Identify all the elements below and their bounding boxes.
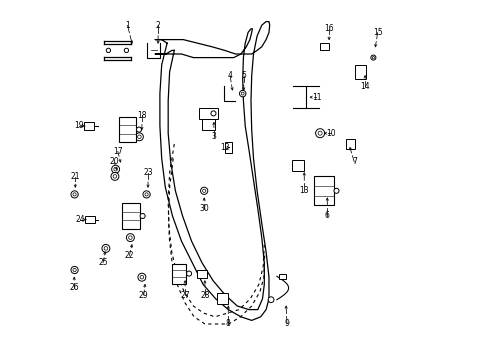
Circle shape (124, 48, 128, 53)
Bar (354, 65, 366, 79)
Circle shape (137, 135, 141, 139)
Text: 19: 19 (74, 122, 83, 130)
Text: 26: 26 (69, 284, 79, 292)
Text: 25: 25 (98, 258, 108, 267)
Circle shape (111, 172, 119, 180)
Text: 20: 20 (109, 157, 119, 166)
Bar (291, 160, 303, 171)
Text: 1: 1 (125, 21, 130, 30)
Circle shape (71, 266, 78, 274)
Text: 8: 8 (225, 320, 230, 328)
Bar (122, 203, 140, 229)
Circle shape (200, 187, 207, 194)
Bar (320, 43, 328, 50)
Circle shape (186, 271, 191, 276)
Circle shape (315, 129, 324, 138)
Bar (224, 142, 231, 153)
Text: 28: 28 (200, 291, 209, 300)
Circle shape (241, 92, 244, 95)
Circle shape (73, 193, 76, 196)
Text: 6: 6 (324, 211, 329, 220)
Text: 12: 12 (220, 143, 229, 152)
Text: 3: 3 (211, 132, 216, 141)
Circle shape (135, 133, 143, 141)
Circle shape (71, 191, 78, 198)
Bar (279, 274, 285, 279)
Bar (313, 176, 333, 205)
Bar (198, 108, 218, 119)
Text: 2: 2 (155, 21, 160, 30)
Text: 23: 23 (143, 168, 153, 177)
Circle shape (138, 273, 145, 281)
Text: 16: 16 (324, 24, 333, 33)
Text: 4: 4 (227, 71, 232, 80)
Bar (84, 122, 94, 130)
Text: 14: 14 (360, 82, 369, 91)
Text: 11: 11 (311, 93, 321, 102)
Circle shape (104, 247, 107, 250)
Circle shape (333, 188, 338, 193)
Circle shape (73, 269, 76, 271)
Circle shape (111, 165, 120, 173)
Circle shape (239, 90, 245, 97)
Circle shape (126, 234, 134, 242)
Text: 9: 9 (284, 320, 289, 328)
Text: 5: 5 (241, 71, 246, 80)
Bar (201, 119, 215, 130)
Circle shape (140, 213, 145, 219)
Circle shape (128, 236, 132, 239)
Circle shape (106, 48, 110, 53)
Bar (346, 139, 354, 149)
Text: 10: 10 (325, 129, 335, 138)
Bar (216, 293, 227, 304)
Circle shape (136, 127, 141, 132)
Circle shape (317, 131, 322, 135)
Circle shape (267, 297, 273, 302)
Text: 30: 30 (199, 204, 209, 213)
Circle shape (370, 55, 375, 60)
Bar (119, 117, 136, 142)
Circle shape (202, 189, 205, 192)
Bar (197, 270, 207, 278)
Text: 17: 17 (113, 147, 122, 156)
Text: 24: 24 (75, 215, 84, 224)
Circle shape (144, 193, 148, 196)
Bar (171, 264, 186, 284)
Circle shape (210, 111, 216, 116)
Text: 7: 7 (351, 157, 356, 166)
Text: 27: 27 (180, 291, 189, 300)
Circle shape (114, 167, 117, 171)
Text: 22: 22 (124, 251, 134, 260)
Text: 29: 29 (139, 291, 148, 300)
Circle shape (102, 244, 110, 252)
Circle shape (142, 191, 150, 198)
Text: 21: 21 (70, 172, 80, 181)
Text: 18: 18 (137, 111, 146, 120)
Text: 15: 15 (372, 28, 382, 37)
Circle shape (371, 57, 374, 59)
Bar (84, 216, 95, 223)
Text: 13: 13 (299, 186, 308, 195)
Circle shape (113, 175, 117, 178)
Circle shape (140, 275, 143, 279)
